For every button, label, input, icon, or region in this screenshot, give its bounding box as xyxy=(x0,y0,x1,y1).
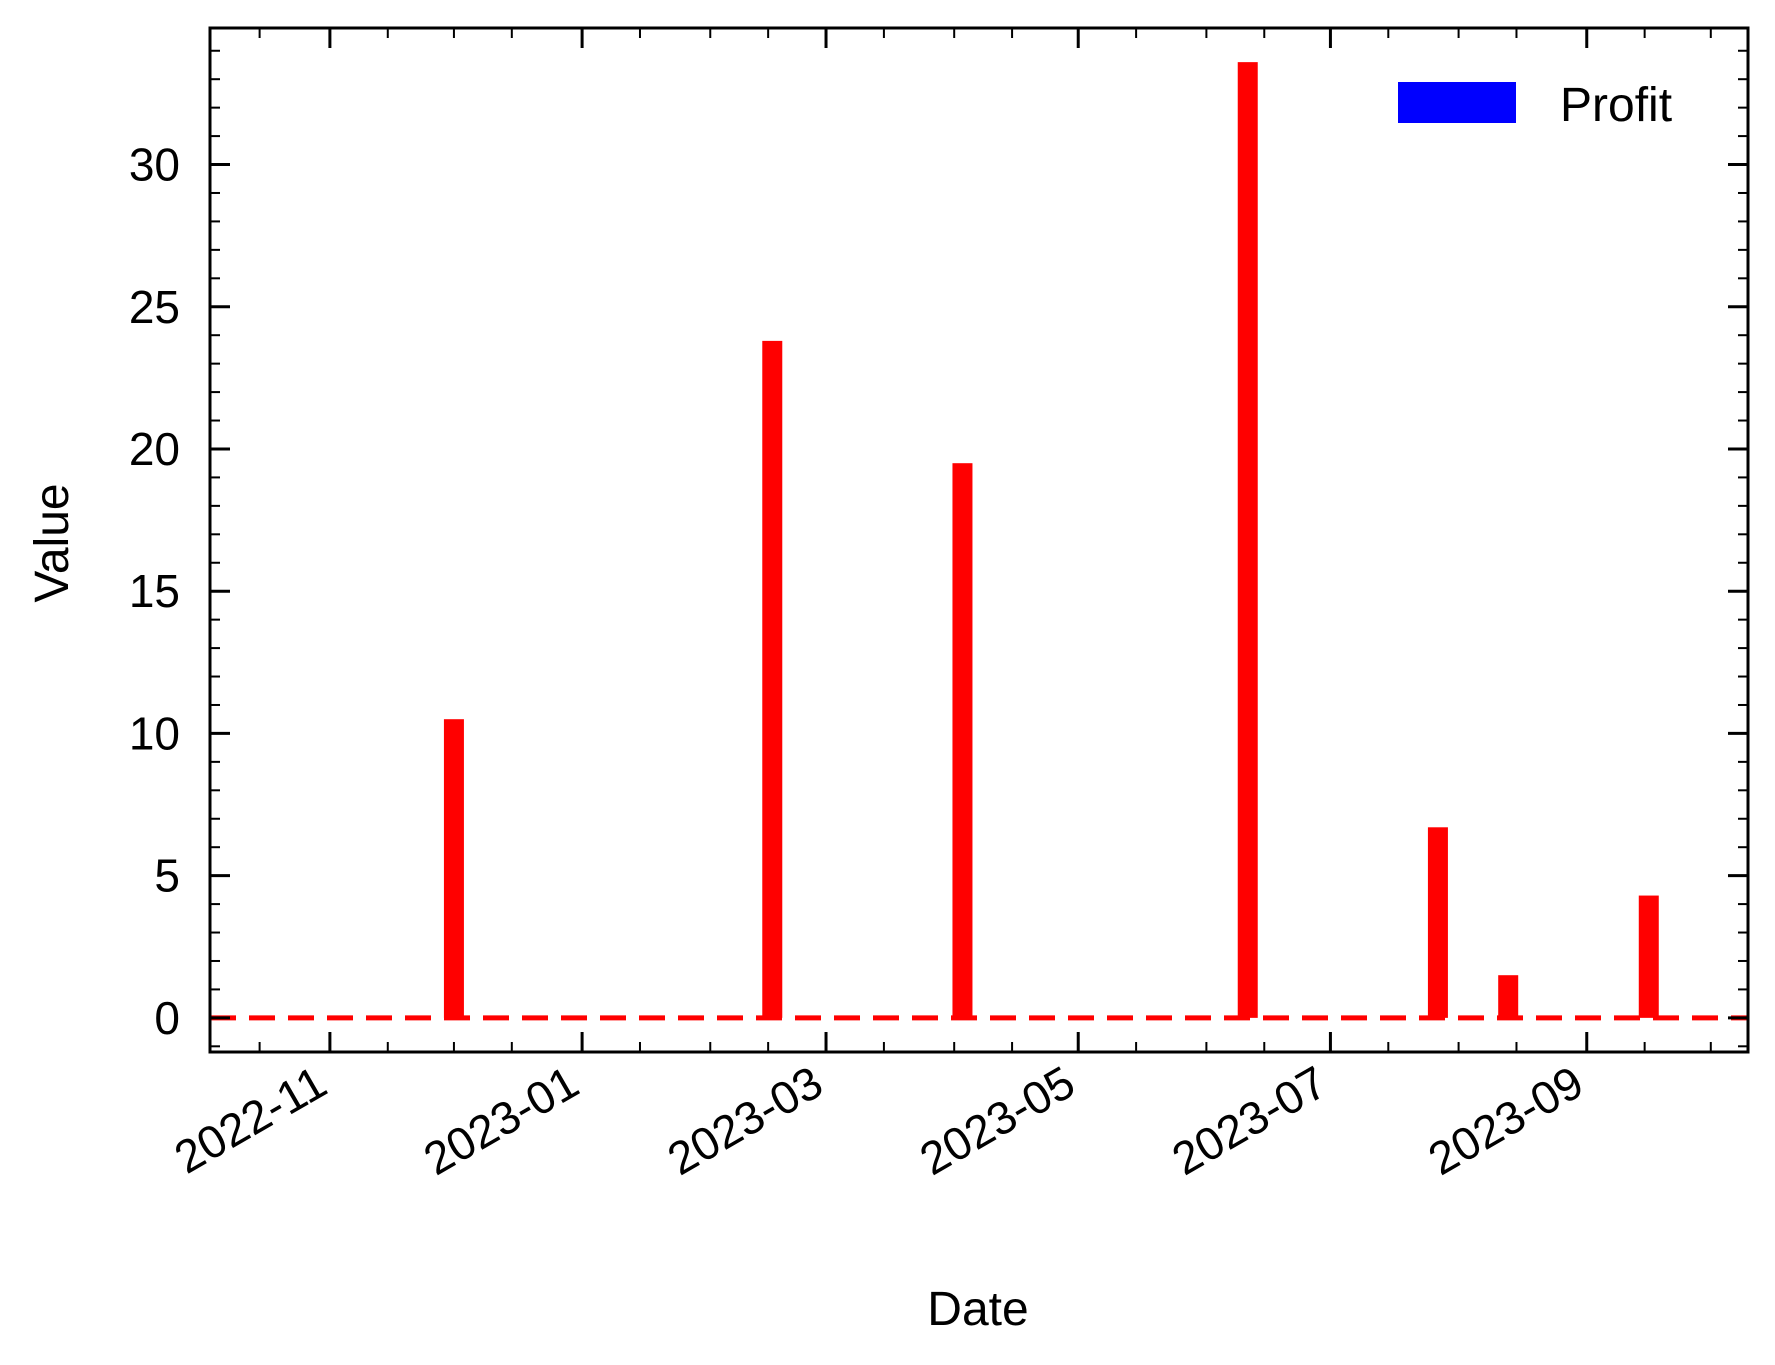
legend-label: Profit xyxy=(1560,79,1672,132)
x-axis-title: Date xyxy=(927,1283,1028,1336)
y-tick-label: 20 xyxy=(129,423,180,475)
y-tick-label: 30 xyxy=(129,139,180,191)
y-tick-label: 0 xyxy=(154,992,180,1044)
plot-frame xyxy=(208,26,1750,1054)
y-tick-label: 15 xyxy=(129,565,180,617)
bar xyxy=(443,719,464,1018)
bar xyxy=(1498,975,1519,1018)
bars-group xyxy=(443,62,1659,1018)
legend-swatch xyxy=(1398,82,1516,123)
y-tick-label: 10 xyxy=(129,707,180,759)
y-tick-label: 25 xyxy=(129,281,180,333)
bar xyxy=(762,340,783,1018)
y-axis-title: Value xyxy=(26,483,79,602)
bar xyxy=(952,463,973,1018)
ticks-group xyxy=(210,28,1748,1052)
bar xyxy=(1237,62,1258,1018)
bar xyxy=(1427,827,1448,1018)
bar xyxy=(1638,895,1659,1018)
legend: Profit xyxy=(1398,79,1672,132)
y-tick-label: 5 xyxy=(154,850,180,902)
